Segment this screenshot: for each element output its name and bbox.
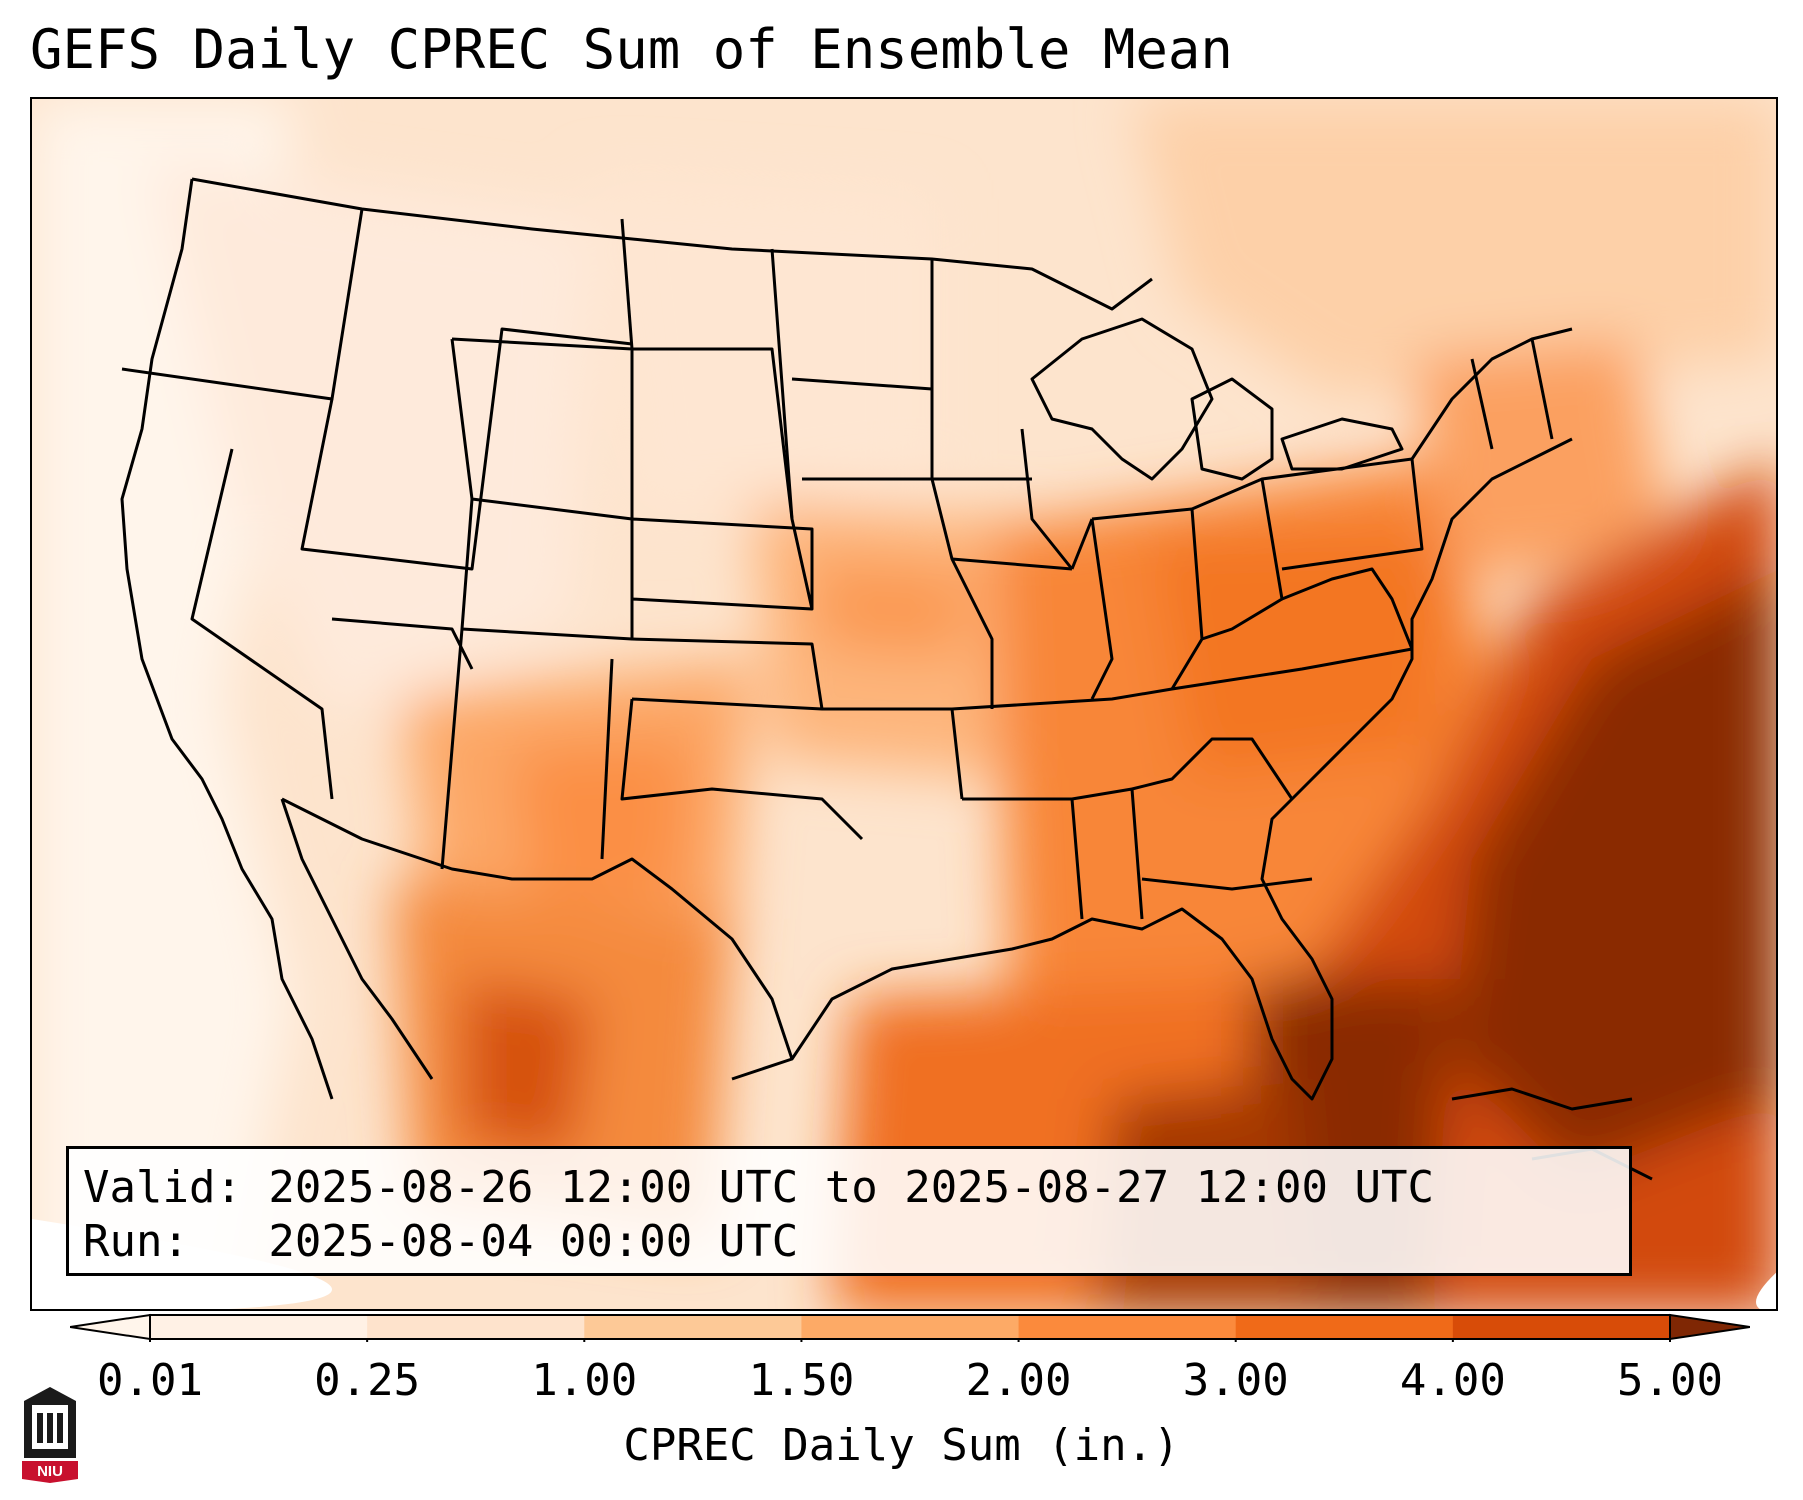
pacific-coastline: [120, 178, 334, 1100]
run-time-line: Run: 2025-08-04 00:00 UTC: [83, 1216, 799, 1267]
colorbar-segment: [1235, 1315, 1454, 1339]
valid-time-line: Valid: 2025-08-26 12:00 UTC to 2025-08-2…: [83, 1162, 1435, 1213]
map-title: GEFS Daily CPREC Sum of Ensemble Mean: [30, 18, 1233, 81]
canada-border: [191, 177, 1153, 311]
logo-text: NIU: [37, 1463, 63, 1480]
colorbar-segment: [1018, 1315, 1237, 1339]
colorbar: [70, 1313, 1750, 1342]
colorbar-segment: [801, 1315, 1020, 1339]
colorbar-tick-label: 1.50: [748, 1355, 855, 1406]
niu-tower-logo-icon: NIU: [22, 1387, 78, 1483]
colorbar-tick-label: 5.00: [1617, 1355, 1723, 1406]
colorbar-label: CPREC Daily Sum (in.): [623, 1420, 1180, 1471]
colorbar-segment: [150, 1315, 368, 1339]
precipitation-map: [30, 97, 1778, 1311]
colorbar-tick-label: 0.25: [314, 1355, 421, 1406]
colorbar-tick-label: 2.00: [965, 1355, 1072, 1406]
colorbar-under-arrow: [70, 1313, 151, 1341]
state-borders: [120, 177, 1653, 1181]
colorbar-over-arrow: [1669, 1313, 1750, 1341]
colorbar-tick-label: 4.00: [1399, 1355, 1506, 1406]
mexico-border: [281, 797, 794, 1060]
colorbar-segment: [584, 1315, 802, 1339]
colorbar-tick-label: 1.00: [531, 1355, 638, 1406]
colorbar-tick-label: 3.00: [1182, 1355, 1289, 1406]
map-canvas: [32, 99, 1776, 1309]
colorbar-tick-label: 0.01: [97, 1355, 203, 1406]
colorbar-segment: [367, 1315, 585, 1339]
valid-run-info-box: Valid: 2025-08-26 12:00 UTC to 2025-08-2…: [66, 1146, 1632, 1276]
colorbar-segment: [1452, 1315, 1671, 1339]
gulf-atlantic-coastline: [731, 437, 1573, 1101]
